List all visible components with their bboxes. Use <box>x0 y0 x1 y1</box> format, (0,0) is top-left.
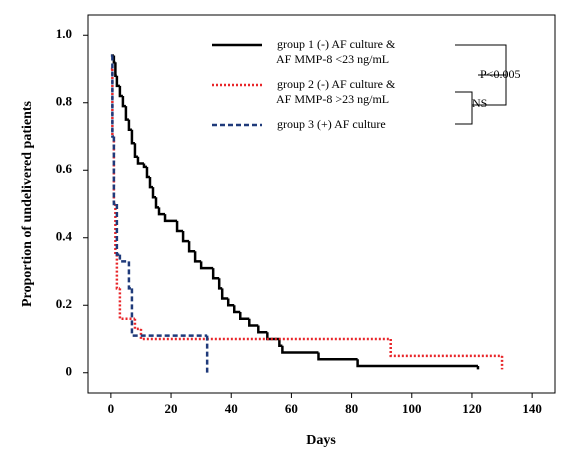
x-axis-label: Days <box>306 433 336 448</box>
legend-label: group 3 (+) AF culture <box>277 117 386 131</box>
x-tick-label: 80 <box>345 401 358 416</box>
step-segment <box>112 55 116 64</box>
step-segment <box>181 231 190 243</box>
step-segment <box>175 220 184 233</box>
step-segment <box>317 352 358 361</box>
y-tick-label: 0.4 <box>56 229 73 244</box>
x-tick-label: 60 <box>285 401 298 416</box>
step-segment <box>248 318 259 327</box>
step-segment <box>239 312 250 320</box>
step-segment <box>187 241 196 253</box>
step-segment <box>145 166 150 179</box>
legend-label: AF MMP-8 <23 ng/mL <box>276 52 389 66</box>
step-segment <box>257 325 268 334</box>
legend-label: group 2 (-) AF culture & <box>277 77 396 91</box>
step-segment <box>130 288 208 337</box>
step-segment <box>199 261 214 270</box>
y-tick-label: 0 <box>66 364 73 379</box>
step-segment <box>115 75 120 88</box>
step-segment <box>112 136 117 206</box>
y-tick-label: 0.6 <box>56 161 73 176</box>
step-segment <box>115 254 120 290</box>
step-segment <box>389 339 503 358</box>
y-tick-label: 0.8 <box>56 94 73 109</box>
step-segment <box>157 207 166 216</box>
step-segment <box>211 268 220 280</box>
annotation: P<0.005 <box>480 67 520 81</box>
step-segment <box>111 55 114 138</box>
x-tick-label: 120 <box>462 401 482 416</box>
step-segment <box>121 96 126 108</box>
step-segment <box>266 332 280 341</box>
step-segment <box>232 305 241 314</box>
y-tick-label: 0.2 <box>56 296 72 311</box>
step-segment <box>133 318 141 331</box>
step-segment <box>114 204 117 256</box>
step-segment <box>226 298 235 307</box>
step-segment <box>163 214 178 223</box>
y-tick-label: 1.0 <box>56 26 72 41</box>
step-segment <box>356 359 478 368</box>
step-segment <box>111 69 114 138</box>
step-segment <box>127 261 132 290</box>
step-segment <box>148 177 153 189</box>
step-segment <box>281 345 319 354</box>
y-axis-label: Proportion of undelivered patients <box>20 100 35 307</box>
step-segment <box>127 119 132 131</box>
step-segment <box>118 288 135 320</box>
step-segment <box>115 204 120 256</box>
step-segment <box>114 62 117 77</box>
step-segment <box>154 197 160 209</box>
x-tick-label: 40 <box>225 401 238 416</box>
step-segment <box>142 163 147 169</box>
step-segment <box>124 106 129 121</box>
step-segment <box>133 143 138 158</box>
step-segment <box>130 129 135 145</box>
plot-frame <box>87 14 556 394</box>
legend-label: group 1 (-) AF culture & <box>277 37 396 51</box>
bracket <box>455 44 507 125</box>
x-tick-label: 140 <box>522 401 542 416</box>
x-tick-label: 100 <box>402 401 422 416</box>
step-segment <box>151 187 157 199</box>
step-segment <box>118 85 123 98</box>
step-segment <box>118 254 129 263</box>
step-segment <box>193 251 202 263</box>
x-tick-label: 0 <box>108 401 115 416</box>
step-segment <box>220 288 229 300</box>
step-segment <box>136 156 144 165</box>
legend-label: AF MMP-8 >23 ng/mL <box>276 92 389 106</box>
x-tick-label: 20 <box>165 401 178 416</box>
annotation: NS <box>472 96 487 110</box>
step-segment <box>139 328 391 341</box>
step-segment <box>217 278 223 290</box>
